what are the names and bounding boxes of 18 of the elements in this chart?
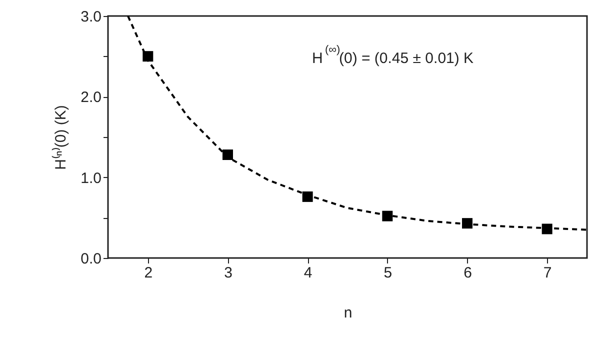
point [222, 150, 233, 160]
x-tick-label: 6 [464, 264, 472, 282]
point [302, 191, 313, 202]
x-tick-label: 2 [144, 264, 153, 282]
y-tick-label: 3.0 [80, 8, 102, 26]
x-tick-label: 5 [384, 264, 392, 282]
point [542, 224, 552, 234]
x-tick-label: 3 [224, 264, 232, 282]
y-axis-title: H⁽ⁿ⁾(0) (K) [52, 105, 70, 170]
y-tick-label: 2.0 [80, 89, 102, 106]
y-tick-label: 0.0 [80, 250, 102, 268]
point [462, 218, 472, 229]
point [382, 210, 393, 222]
x-tick-label: 4 [304, 264, 312, 282]
annotation: H(∞)(0) = (0.45 ± 0.01) K [312, 44, 474, 67]
y-tick-label: 1.0 [80, 170, 102, 187]
x-axis-title: n [344, 304, 352, 322]
x-tick-label: 7 [543, 264, 552, 282]
